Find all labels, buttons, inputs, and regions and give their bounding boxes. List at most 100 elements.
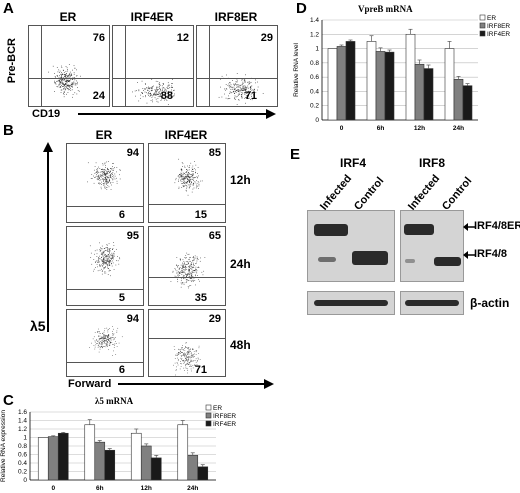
scatter-dots xyxy=(87,161,121,190)
blot-group-irf8: IRF8 xyxy=(418,156,445,170)
y-tick-label: 1 xyxy=(315,46,319,53)
bar xyxy=(327,48,338,121)
legend-label: IRF8ER xyxy=(487,23,510,30)
band-irf4-infected xyxy=(318,257,336,262)
bar xyxy=(37,437,49,481)
blot-irf4 xyxy=(307,210,395,282)
bar xyxy=(414,63,425,121)
time-label-24h: 24h xyxy=(230,257,251,271)
gate-line xyxy=(41,26,42,106)
blot-irf8 xyxy=(400,210,464,282)
quadrant-value: 6 xyxy=(118,364,125,376)
quadrant-value: 71 xyxy=(194,364,207,376)
x-tick-label: 6h xyxy=(377,125,385,132)
x-axis-arrow-a xyxy=(78,109,276,119)
legend-swatch xyxy=(479,14,486,21)
legend-swatch xyxy=(205,420,212,427)
y-tick-label: 0.4 xyxy=(18,460,27,467)
flow-plot-b-irf4er-48h: 29 71 xyxy=(148,309,226,377)
flow-plot-b-irf4er-12h: 85 15 xyxy=(148,143,226,223)
x-axis-label-a: CD19 xyxy=(32,108,61,120)
y-tick-label: 1.4 xyxy=(18,418,27,425)
panel-label-c: C xyxy=(3,392,14,409)
bar xyxy=(57,432,69,481)
y-tick-label: 0.6 xyxy=(310,74,319,81)
bar xyxy=(187,455,199,481)
bar xyxy=(453,78,464,121)
bar xyxy=(94,441,106,481)
flow-plot-b-er-12h: 94 6 xyxy=(66,143,144,223)
scatter-dots xyxy=(173,342,201,376)
bar xyxy=(197,466,209,481)
arrow-icon xyxy=(463,223,475,231)
gate-line xyxy=(149,204,225,205)
quadrant-value: 76 xyxy=(92,32,105,44)
y-tick-label: 0.8 xyxy=(18,443,27,450)
gate-line xyxy=(149,338,225,339)
legend-label: IRF8ER xyxy=(213,413,236,420)
x-tick-label: 6h xyxy=(96,485,104,492)
bar xyxy=(47,436,59,481)
scatter-dots xyxy=(218,73,264,105)
scatter-dots xyxy=(132,79,175,105)
loading-control-label: β-actin xyxy=(470,296,510,310)
y-axis-arrow-b xyxy=(43,142,53,332)
gate-line xyxy=(67,206,143,207)
gate-line xyxy=(149,277,225,278)
lane-label-control: Control xyxy=(440,175,475,213)
gate-line xyxy=(67,362,143,363)
legend-swatch xyxy=(205,404,212,411)
quadrant-value: 85 xyxy=(208,147,221,159)
quadrant-value: 29 xyxy=(260,32,273,44)
x-axis-arrow-b xyxy=(118,379,274,389)
gate-line xyxy=(67,289,143,290)
y-tick-label: 0.2 xyxy=(310,103,319,110)
bar xyxy=(366,41,377,121)
y-axis-label: Relative RNA expression xyxy=(0,410,7,482)
blot-actin-irf8 xyxy=(400,291,464,315)
y-axis-label: Relative RNA level xyxy=(293,43,300,97)
y-tick-label: 1.2 xyxy=(310,31,319,38)
y-axis-label-a: Pre-BCR xyxy=(6,38,18,84)
y-tick-label: 0 xyxy=(315,117,319,124)
band-irf4-control xyxy=(352,251,388,265)
bar xyxy=(177,424,189,481)
time-label-48h: 48h xyxy=(230,338,251,352)
blot-actin-irf4 xyxy=(307,291,395,315)
legend-swatch xyxy=(479,30,486,37)
lane-label-control: Control xyxy=(352,175,387,213)
quadrant-value: 95 xyxy=(126,230,139,242)
band-actin xyxy=(405,300,459,306)
quadrant-value: 65 xyxy=(208,230,221,242)
gate-line xyxy=(29,78,109,79)
quadrant-value: 24 xyxy=(92,90,105,102)
x-axis-label-b: Forward xyxy=(68,378,112,390)
chart-title-d: VpreB mRNA xyxy=(358,4,413,14)
bar xyxy=(375,51,386,121)
quadrant-value: 71 xyxy=(244,90,257,102)
chart-title-c: λ5 mRNA xyxy=(95,396,134,406)
scatter-dots xyxy=(89,242,121,277)
x-tick-label: 24h xyxy=(187,485,198,492)
band-label-endogenous: IRF4/8 xyxy=(474,248,508,260)
bar xyxy=(444,48,455,121)
gate-line xyxy=(209,26,210,106)
scatter-dots xyxy=(89,326,123,356)
y-tick-label: 0.8 xyxy=(310,60,319,67)
quadrant-value: 29 xyxy=(208,313,221,325)
quadrant-value: 6 xyxy=(118,209,125,221)
gate-line xyxy=(197,78,277,79)
lane-label-infected: Infected xyxy=(406,172,443,213)
band-actin xyxy=(314,300,388,306)
bar xyxy=(405,33,416,121)
scatter-dots xyxy=(174,158,203,196)
x-tick-label: 0 xyxy=(340,125,344,132)
plot-title-a2: IRF4ER xyxy=(130,10,174,24)
plot-title-a1: ER xyxy=(59,10,77,24)
bar xyxy=(140,445,152,481)
band-irf8er xyxy=(404,224,434,235)
band-irf8-control xyxy=(434,257,461,266)
legend-swatch xyxy=(205,412,212,419)
bar-chart-d: 0 0.2 0.4 0.6 0.8 1 1.2 1.4 Relative RNA level 0 6… xyxy=(293,14,510,132)
gate-line xyxy=(125,26,126,106)
